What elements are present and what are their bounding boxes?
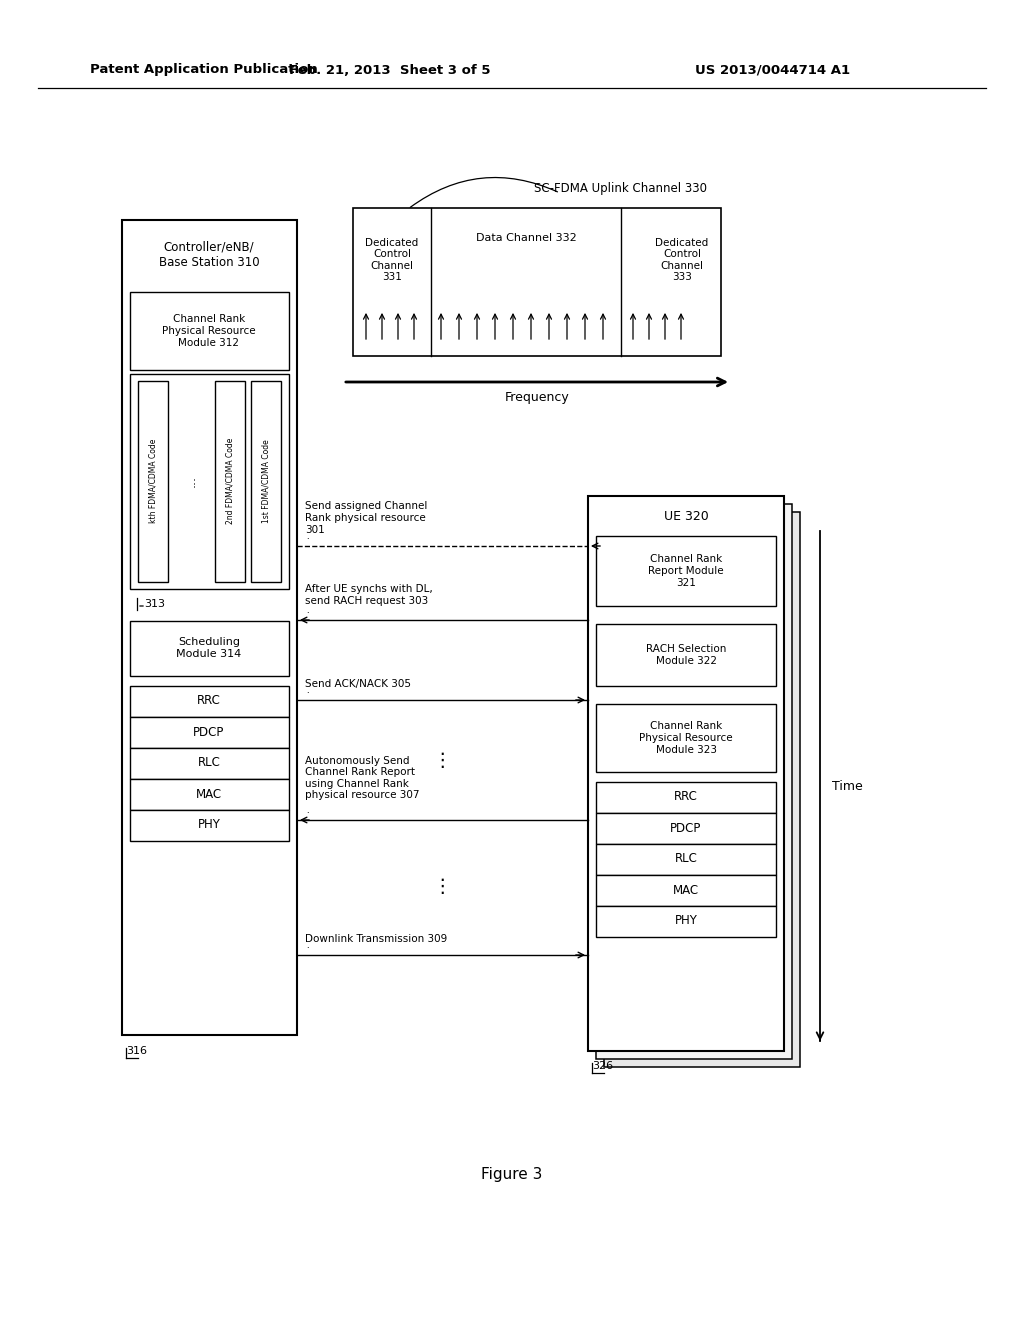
Text: PHY: PHY bbox=[675, 915, 697, 928]
Text: Channel Rank
Report Module
321: Channel Rank Report Module 321 bbox=[648, 554, 724, 587]
Bar bbox=[596, 624, 776, 686]
Bar bbox=[215, 381, 245, 582]
Text: Autonomously Send
Channel Rank Report
using Channel Rank
physical resource 307: Autonomously Send Channel Rank Report us… bbox=[305, 755, 420, 800]
Text: RLC: RLC bbox=[675, 853, 697, 866]
Text: MAC: MAC bbox=[196, 788, 222, 800]
Text: 1st FDMA/CDMA Code: 1st FDMA/CDMA Code bbox=[261, 440, 270, 523]
Bar bbox=[130, 748, 289, 779]
Bar bbox=[596, 906, 776, 937]
Text: SC-FDMA Uplink Channel 330: SC-FDMA Uplink Channel 330 bbox=[534, 182, 707, 195]
Bar bbox=[122, 220, 297, 1035]
Bar bbox=[596, 504, 792, 1059]
Text: RACH Selection
Module 322: RACH Selection Module 322 bbox=[646, 644, 726, 665]
Text: Time: Time bbox=[831, 780, 863, 792]
Text: PHY: PHY bbox=[198, 818, 220, 832]
Bar bbox=[130, 810, 289, 841]
Bar bbox=[596, 813, 776, 843]
Text: ⋮: ⋮ bbox=[432, 876, 452, 895]
Text: 313: 313 bbox=[144, 599, 165, 609]
Text: ...: ... bbox=[184, 475, 198, 487]
Bar bbox=[596, 536, 776, 606]
Bar bbox=[588, 496, 784, 1051]
Text: Send assigned Channel
Rank physical resource
301: Send assigned Channel Rank physical reso… bbox=[305, 502, 427, 535]
Text: Frequency: Frequency bbox=[505, 392, 569, 404]
Text: 2nd FDMA/CDMA Code: 2nd FDMA/CDMA Code bbox=[225, 438, 234, 524]
Text: Controller/eNB/
Base Station 310: Controller/eNB/ Base Station 310 bbox=[159, 242, 259, 269]
Text: Feb. 21, 2013  Sheet 3 of 5: Feb. 21, 2013 Sheet 3 of 5 bbox=[289, 63, 490, 77]
Text: Send ACK/NACK 305: Send ACK/NACK 305 bbox=[305, 678, 411, 689]
Text: Dedicated
Control
Channel
331: Dedicated Control Channel 331 bbox=[366, 238, 419, 282]
Bar bbox=[130, 686, 289, 717]
Text: ⋮: ⋮ bbox=[432, 751, 452, 770]
Text: Dedicated
Control
Channel
333: Dedicated Control Channel 333 bbox=[655, 238, 709, 282]
Text: Scheduling
Module 314: Scheduling Module 314 bbox=[176, 638, 242, 659]
Text: RRC: RRC bbox=[197, 694, 221, 708]
Text: UE 320: UE 320 bbox=[664, 510, 709, 523]
Bar bbox=[130, 292, 289, 370]
Text: MAC: MAC bbox=[673, 883, 699, 896]
Text: Downlink Transmission 309: Downlink Transmission 309 bbox=[305, 935, 447, 944]
Text: Figure 3: Figure 3 bbox=[481, 1167, 543, 1183]
Text: RLC: RLC bbox=[198, 756, 220, 770]
Text: 316: 316 bbox=[126, 1045, 147, 1056]
Bar bbox=[353, 209, 721, 356]
Bar bbox=[604, 512, 800, 1067]
Bar bbox=[130, 620, 289, 676]
Text: RRC: RRC bbox=[674, 791, 698, 804]
Text: US 2013/0044714 A1: US 2013/0044714 A1 bbox=[695, 63, 850, 77]
Text: Data Channel 332: Data Channel 332 bbox=[475, 234, 577, 243]
Bar bbox=[596, 704, 776, 772]
Text: After UE synchs with DL,
send RACH request 303: After UE synchs with DL, send RACH reque… bbox=[305, 585, 433, 606]
Bar bbox=[130, 779, 289, 810]
Bar bbox=[138, 381, 168, 582]
Bar bbox=[251, 381, 281, 582]
Text: kth FDMA/CDMA Code: kth FDMA/CDMA Code bbox=[148, 438, 158, 523]
Bar bbox=[130, 374, 289, 589]
Text: PDCP: PDCP bbox=[194, 726, 224, 738]
Text: 326: 326 bbox=[592, 1061, 613, 1071]
Bar bbox=[130, 717, 289, 748]
Text: Patent Application Publication: Patent Application Publication bbox=[90, 63, 317, 77]
Bar bbox=[596, 875, 776, 906]
Bar bbox=[596, 781, 776, 813]
Text: Channel Rank
Physical Resource
Module 323: Channel Rank Physical Resource Module 32… bbox=[639, 722, 733, 755]
Bar bbox=[596, 843, 776, 875]
Text: Channel Rank
Physical Resource
Module 312: Channel Rank Physical Resource Module 31… bbox=[162, 314, 256, 347]
Text: PDCP: PDCP bbox=[671, 821, 701, 834]
